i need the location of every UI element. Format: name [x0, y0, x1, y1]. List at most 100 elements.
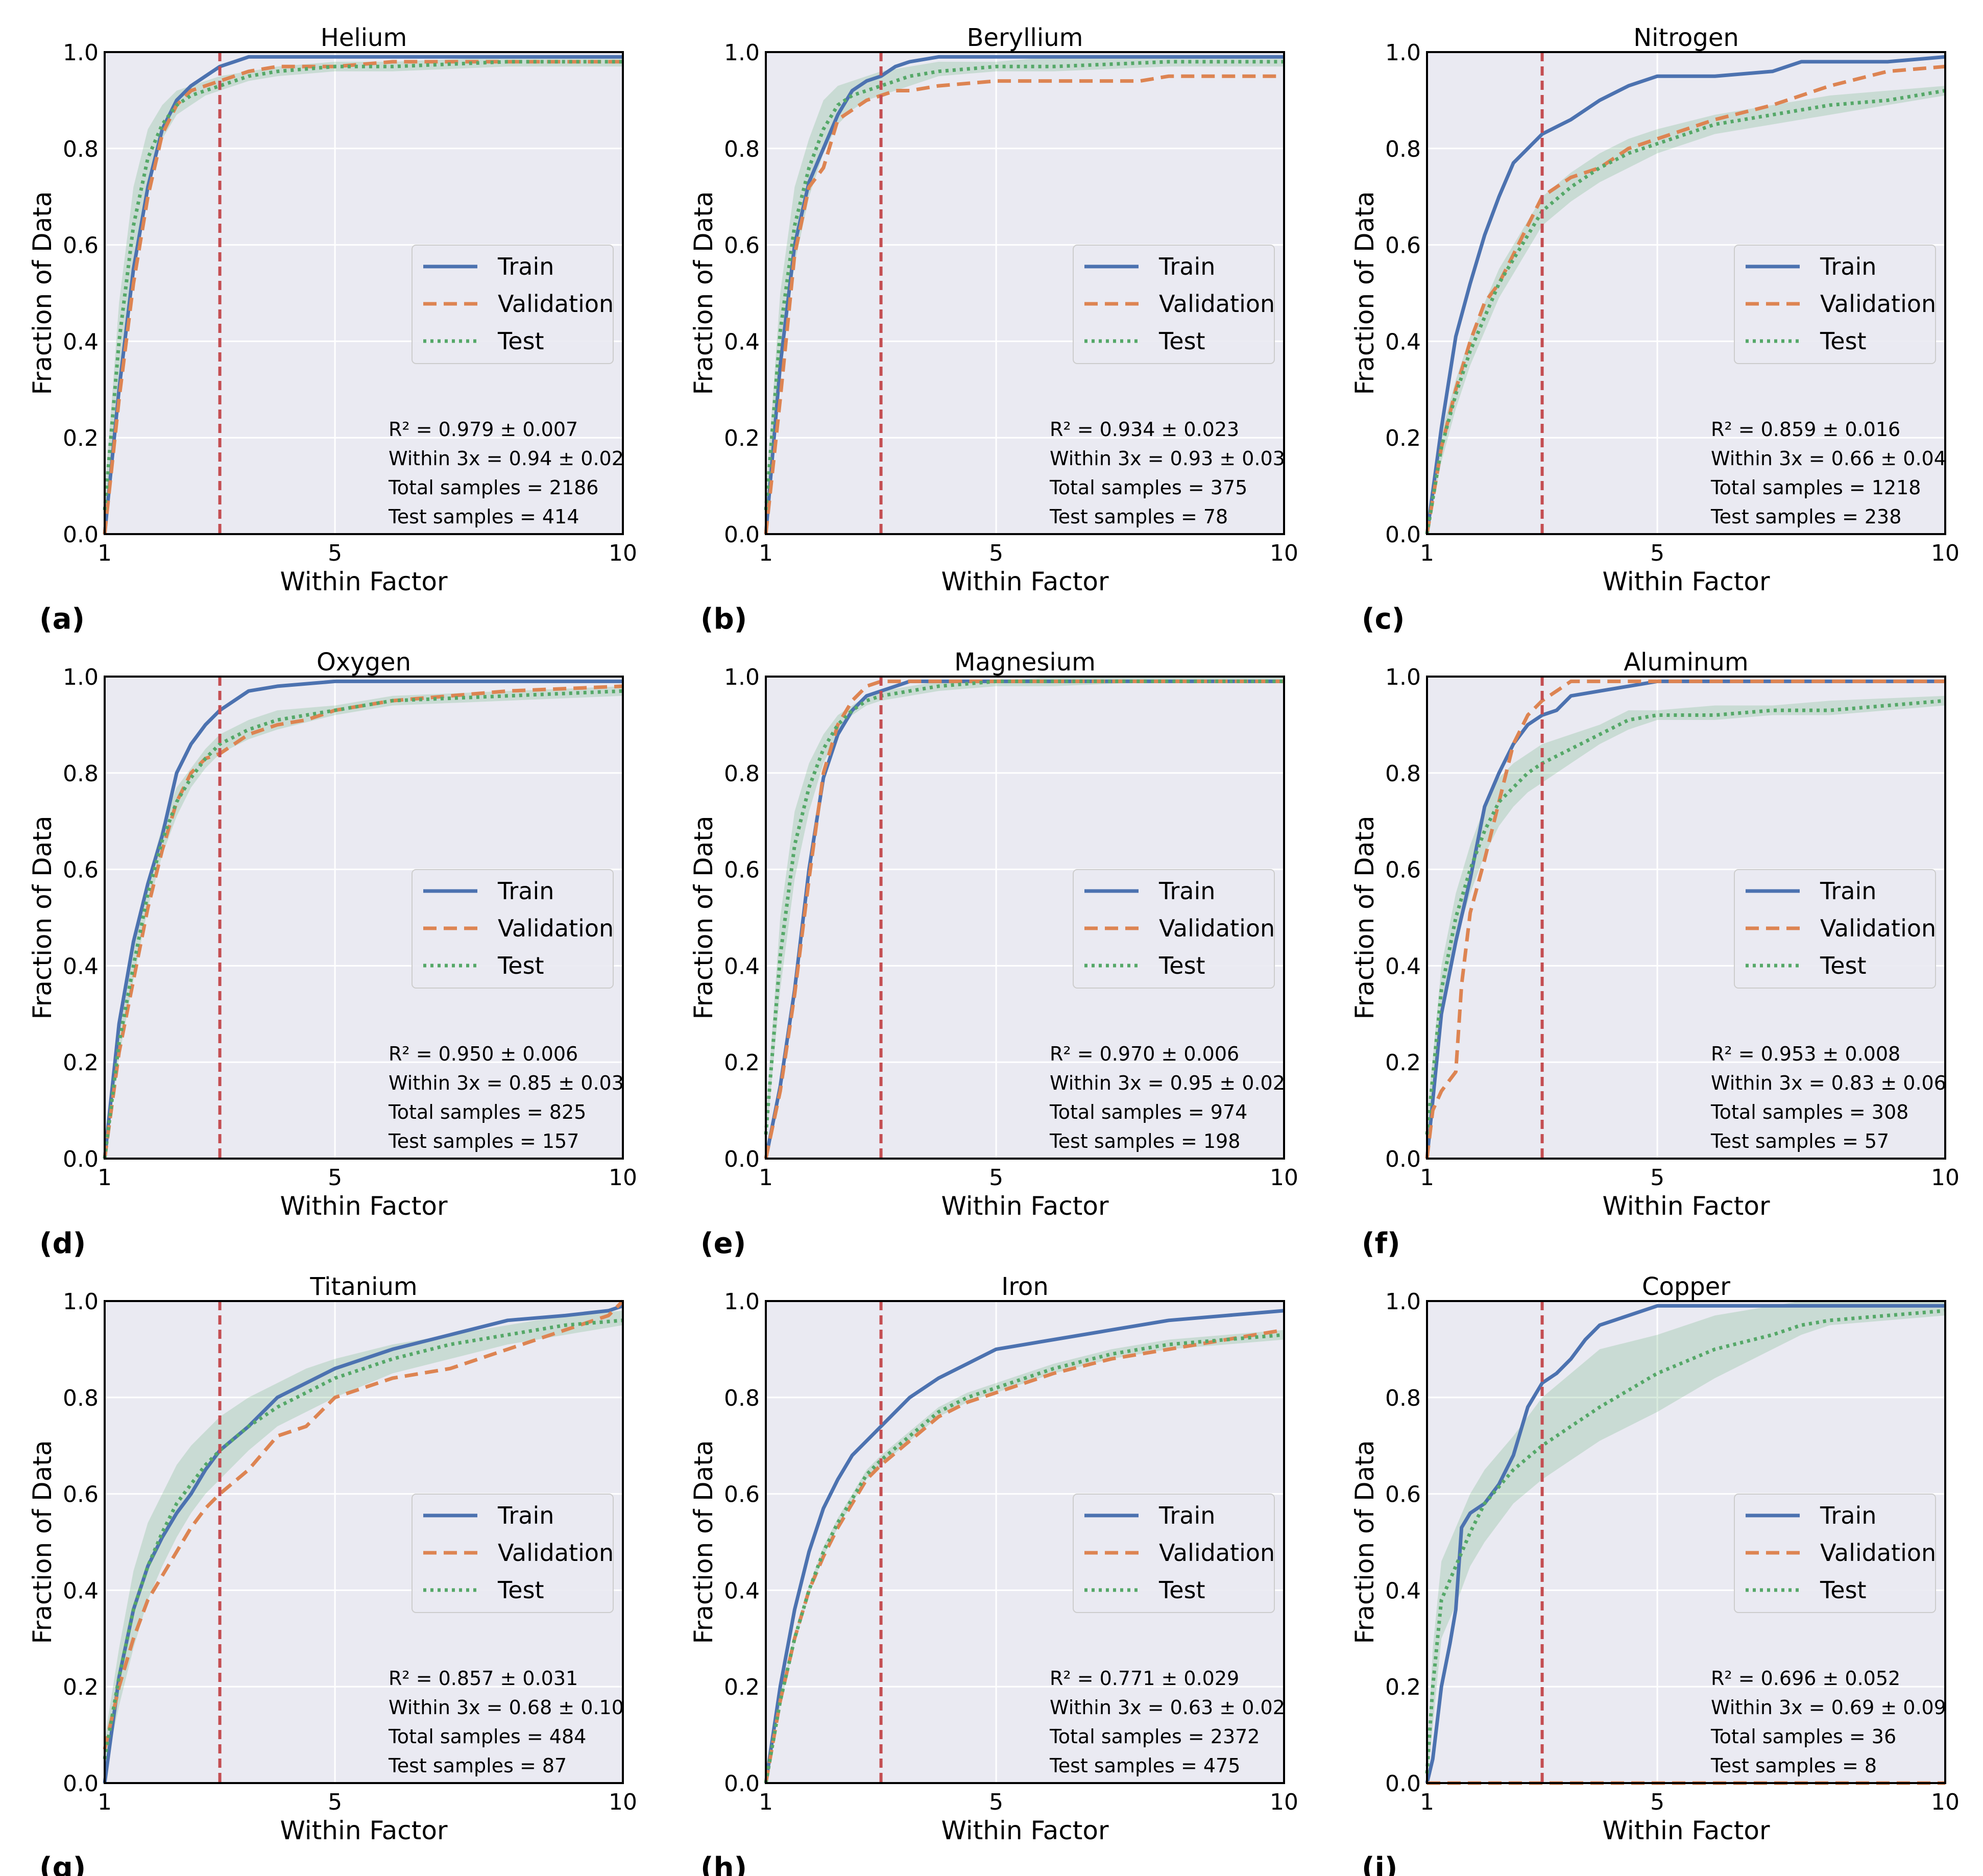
y-tick-label: 0.6: [1385, 233, 1421, 259]
chart-title: Helium: [321, 23, 407, 52]
legend-label-validation: Validation: [498, 915, 614, 942]
legend-label-test: Test: [497, 327, 544, 355]
panel-letter: (f): [1362, 1227, 1400, 1260]
plot-frame: [765, 51, 1285, 535]
y-tick-label: 0.8: [1385, 1385, 1421, 1411]
y-tick-label: 0.6: [63, 1482, 99, 1508]
legend-label-test: Test: [1158, 952, 1205, 979]
legend-label-validation: Validation: [1159, 915, 1275, 942]
x-tick-label: 5: [1650, 1165, 1664, 1191]
stats-text: Within 3x = 0.69 ± 0.09: [1711, 1696, 1946, 1719]
y-tick-label: 0.4: [63, 329, 99, 355]
test-confidence-band: [1427, 1301, 1945, 1783]
x-tick-label: 1: [1420, 1789, 1434, 1815]
y-tick-label: 0.2: [724, 1050, 760, 1076]
plot-frame: [765, 1300, 1285, 1784]
y-tick-label: 0.0: [1385, 1146, 1421, 1172]
y-axis-label: Fraction of Data: [28, 191, 57, 395]
series-line-test: [103, 689, 623, 1159]
legend-box: [1734, 245, 1936, 364]
y-tick-label: 1.0: [724, 664, 760, 690]
stats-text: R² = 0.953 ± 0.008: [1711, 1043, 1900, 1065]
y-tick-label: 0.8: [724, 761, 760, 787]
y-tick-label: 0.0: [724, 522, 760, 548]
x-tick-label: 10: [1931, 1789, 1960, 1815]
legend-label-validation: Validation: [498, 1539, 614, 1567]
y-tick-label: 0.6: [63, 857, 99, 883]
legend-label-train: Train: [1820, 1502, 1876, 1529]
y-tick-label: 0.4: [724, 1578, 760, 1604]
stats-text: Test samples = 57: [1710, 1130, 1889, 1152]
chart-panel: 0.0 0.2 0.4 0.6 0.8 1.0 1 5 10 Beryllium Within Fa…: [689, 23, 1298, 636]
x-tick-label: 1: [759, 1165, 773, 1191]
y-tick-label: 0.4: [1385, 953, 1421, 979]
x-axis-label: Within Factor: [280, 1191, 447, 1221]
plot-frame: [104, 1300, 624, 1784]
plot-frame: [104, 51, 624, 535]
x-axis-label: Within Factor: [941, 1191, 1108, 1221]
x-tick-label: 10: [1270, 1789, 1298, 1815]
y-tick-label: 1.0: [63, 664, 99, 690]
stats-text: R² = 0.934 ± 0.023: [1050, 418, 1239, 441]
plot-frame: [765, 676, 1285, 1160]
x-axis-label: Within Factor: [280, 1816, 447, 1845]
chart-panel: 0.0 0.2 0.4 0.6 0.8 1.0 1 5 10 Nitrogen Within Fac…: [1350, 23, 1960, 636]
x-tick-label: 1: [98, 1789, 112, 1815]
stats-text: Total samples = 308: [1710, 1101, 1908, 1123]
y-tick-label: 0.0: [63, 1146, 99, 1172]
x-tick-label: 5: [328, 540, 342, 566]
y-tick-label: 0.2: [1385, 1674, 1421, 1700]
y-tick-label: 0.0: [724, 1146, 760, 1172]
legend-label-test: Test: [1158, 327, 1205, 355]
stats-text: Test samples = 78: [1049, 506, 1228, 528]
y-axis-label: Fraction of Data: [689, 191, 718, 395]
y-tick-label: 0.2: [1385, 425, 1421, 451]
y-tick-label: 0.0: [1385, 1771, 1421, 1797]
y-tick-label: 0.8: [724, 136, 760, 162]
x-axis-label: Within Factor: [941, 567, 1108, 596]
y-tick-label: 0.6: [724, 233, 760, 259]
y-axis-label: Fraction of Data: [1350, 816, 1380, 1020]
series-line-validation: [1425, 679, 1945, 1159]
legend-label-test: Test: [1820, 1576, 1867, 1604]
y-tick-label: 0.2: [724, 1674, 760, 1700]
y-tick-label: 0.8: [63, 136, 99, 162]
stats-text: Test samples = 475: [1049, 1754, 1240, 1777]
legend-label-validation: Validation: [1159, 1539, 1275, 1567]
legend-box: [1073, 245, 1275, 364]
y-axis-label: Fraction of Data: [1350, 1440, 1380, 1644]
y-tick-label: 0.8: [1385, 761, 1421, 787]
stats-text: Test samples = 198: [1049, 1130, 1240, 1152]
stats-text: Total samples = 36: [1710, 1725, 1896, 1748]
y-tick-label: 0.2: [1385, 1050, 1421, 1076]
series-line-train: [1425, 1304, 1945, 1784]
y-tick-label: 0.0: [63, 1771, 99, 1797]
stats-text: Test samples = 87: [388, 1754, 567, 1777]
stats-text: Total samples = 974: [1049, 1101, 1247, 1123]
x-tick-label: 5: [989, 1789, 1003, 1815]
y-tick-label: 1.0: [63, 40, 99, 66]
plot-frame: [104, 676, 624, 1160]
legend-label-validation: Validation: [498, 290, 614, 318]
chart-panel: 0.0 0.2 0.4 0.6 0.8 1.0 1 5 10 Titanium Within Fac…: [28, 1272, 637, 1876]
stats-text: R² = 0.771 ± 0.029: [1050, 1667, 1239, 1690]
y-tick-label: 0.2: [63, 1050, 99, 1076]
y-axis-label: Fraction of Data: [28, 816, 57, 1020]
chart-title: Magnesium: [954, 648, 1096, 677]
chart-title: Aluminum: [1624, 648, 1748, 677]
legend-box: [1073, 869, 1275, 989]
x-tick-label: 5: [1650, 540, 1664, 566]
stats-text: Within 3x = 0.95 ± 0.02: [1050, 1072, 1285, 1094]
legend-label-test: Test: [1158, 1576, 1205, 1604]
x-tick-label: 5: [989, 1165, 1003, 1191]
legend-label-test: Test: [1820, 952, 1867, 979]
stats-text: Test samples = 8: [1710, 1754, 1877, 1777]
y-axis-label: Fraction of Data: [689, 816, 718, 1020]
panel-letter: (c): [1362, 603, 1405, 636]
chart-panel: 0.0 0.2 0.4 0.6 0.8 1.0 1 5 10 Oxygen Within Facto…: [28, 648, 637, 1260]
legend-label-train: Train: [497, 253, 554, 280]
x-axis-label: Within Factor: [280, 567, 447, 596]
stats-text: Total samples = 2186: [388, 476, 599, 499]
y-tick-label: 0.4: [1385, 1578, 1421, 1604]
